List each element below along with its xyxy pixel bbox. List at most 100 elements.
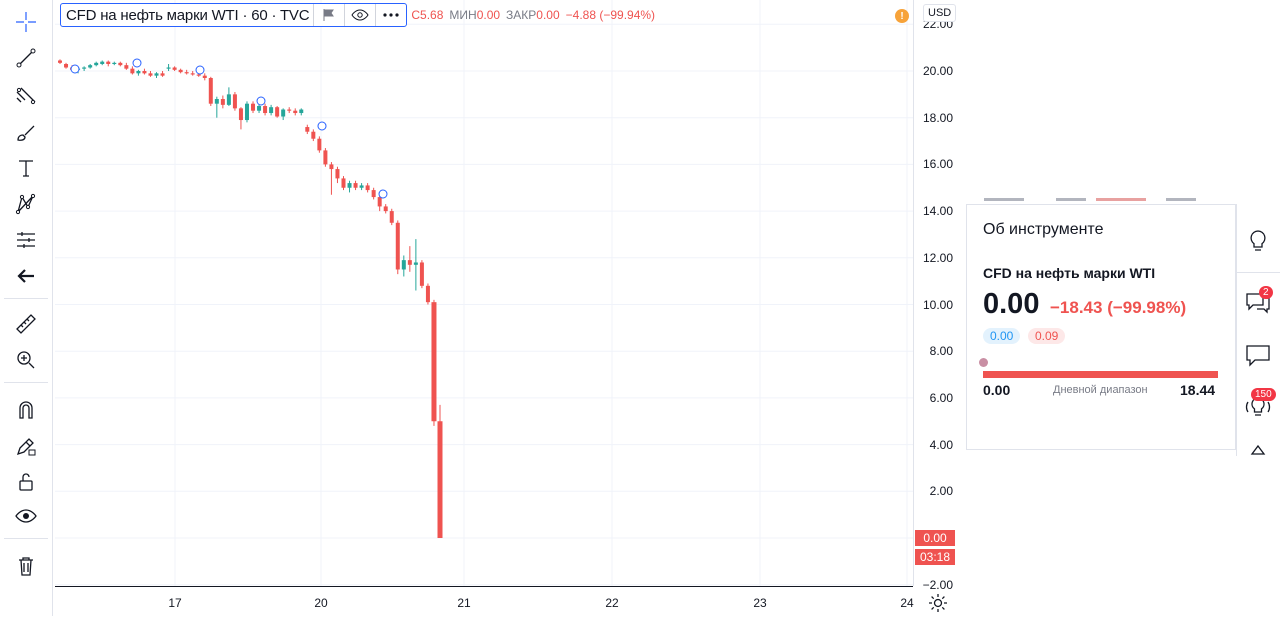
chart-legend: CFD на нефть марки WTI · 60 · TVC C5.68 … [60, 3, 655, 27]
candle-body [232, 94, 237, 109]
price-tick-label: 20.00 [922, 64, 953, 78]
candle-body [377, 197, 382, 207]
ohlc-low-label: МИН [449, 8, 477, 22]
crosshair-icon[interactable] [10, 6, 42, 38]
candle-body [106, 61, 111, 64]
candle-body [335, 169, 340, 179]
brush-icon[interactable] [10, 116, 42, 148]
candle-body [365, 185, 370, 191]
pattern-icon[interactable] [10, 188, 42, 220]
candle-body [112, 62, 117, 64]
ruler-icon[interactable] [10, 308, 42, 340]
chat-icon[interactable] [1243, 340, 1273, 370]
event-marker [317, 121, 327, 131]
visibility-eye-icon[interactable] [344, 4, 375, 26]
price-tick-label: 12.00 [922, 250, 953, 265]
time-tick-label: 17 [168, 596, 182, 610]
eye-icon[interactable] [10, 500, 42, 532]
magnet-icon[interactable] [10, 394, 42, 426]
time-axis[interactable]: 17 20 21 22 23 24 [55, 586, 914, 617]
back-arrow-icon[interactable] [10, 260, 42, 292]
ohlc-values: C5.68 МИН 0.00 ЗАКР 0.00 −4.88 (−99.94%) [411, 8, 655, 22]
candle-body [244, 103, 249, 121]
symbol-info-widget [966, 204, 1236, 450]
candle-body [64, 63, 69, 68]
ohlc-low-value: 0.00 [476, 8, 501, 22]
unlock-icon[interactable] [10, 466, 42, 498]
candle-body [407, 260, 412, 265]
candle-body [311, 131, 316, 139]
ohlc-close2-value: 0.00 [536, 8, 560, 22]
time-tick-label: 21 [457, 596, 471, 610]
fib-icon[interactable] [10, 80, 42, 112]
symbol-title[interactable]: CFD на нефть марки WTI · 60 · TVC [66, 6, 310, 24]
ohlc-close-value: C5.68 [411, 8, 444, 22]
candle-body [82, 67, 87, 69]
time-tick-label: 24 [900, 596, 914, 610]
candle-body [226, 94, 231, 105]
ideas-lightbulb-icon[interactable] [1243, 226, 1273, 256]
bid-badge: 0.00 [983, 328, 1021, 344]
notifications-icon[interactable] [1243, 442, 1273, 456]
price-tick-label: 8.00 [929, 344, 953, 359]
candle-body [317, 138, 322, 151]
candle-body [118, 62, 123, 66]
warning-icon[interactable]: ! [895, 9, 909, 23]
zoom-in-icon[interactable] [10, 344, 42, 376]
candle-body [281, 109, 286, 117]
candle-body [100, 61, 105, 64]
candle-body [425, 285, 430, 303]
flag-icon[interactable] [313, 4, 344, 26]
range-label: Дневной диапазон [1053, 384, 1148, 396]
info-widget-title[interactable]: Об инструменте [983, 221, 1104, 238]
candle-body [208, 78, 213, 104]
price-tick-label: −2.00 [922, 577, 953, 592]
info-price-change: −18.43 (−99.98%) [1050, 298, 1187, 317]
event-marker [195, 65, 205, 75]
lock-drawing-icon[interactable] [10, 430, 42, 462]
price-axis[interactable]: 22.00 20.00 18.00 16.00 14.00 12.00 10.00 8.00 6… [913, 0, 966, 592]
trash-icon[interactable] [10, 550, 42, 582]
more-options-icon[interactable] [375, 4, 406, 26]
candle-body [220, 99, 225, 105]
candle-body [341, 178, 346, 188]
candle-body [94, 62, 99, 66]
trendline-icon[interactable] [10, 42, 42, 74]
price-tick-label: 4.00 [929, 437, 953, 452]
candle-body [190, 73, 195, 75]
widget-bar: 2 150 [1236, 204, 1280, 456]
candle-body [299, 109, 304, 114]
ask-badge: 0.09 [1028, 328, 1066, 344]
settings-gear-icon[interactable] [927, 592, 949, 614]
watchlist-edge [966, 194, 1234, 204]
time-tick-label: 20 [314, 596, 328, 610]
bar-countdown-label: 03:18 [915, 549, 955, 565]
currency-label[interactable]: USD [923, 4, 957, 22]
candle-body [148, 73, 153, 76]
prediction-icon[interactable] [10, 224, 42, 256]
time-tick-label: 22 [605, 596, 619, 610]
chats-badge: 2 [1259, 286, 1273, 299]
text-icon[interactable] [10, 152, 42, 184]
last-price-label: 0.00 [915, 530, 955, 546]
candle-body [160, 73, 165, 76]
candle-body [88, 65, 93, 68]
info-symbol-name: CFD на нефть марки WTI [983, 265, 1156, 281]
price-chart[interactable] [55, 0, 913, 586]
range-low-value: 0.00 [983, 382, 1011, 398]
candle-body [419, 262, 424, 286]
streams-icon[interactable] [1243, 392, 1273, 422]
candle-body [431, 302, 437, 422]
candle-body [395, 222, 400, 270]
ohlc-change-value: −4.88 (−99.94%) [565, 8, 656, 22]
toolbar-divider [4, 298, 48, 299]
symbol-legend-box[interactable]: CFD на нефть марки WTI · 60 · TVC [60, 3, 408, 27]
candle-body [142, 71, 147, 74]
candle-body [184, 72, 189, 74]
price-tick-label: 6.00 [929, 390, 953, 405]
time-tick-label: 23 [753, 596, 767, 610]
range-high-value: 18.44 [1180, 382, 1216, 398]
candle-body [178, 69, 183, 73]
toolbar-divider [4, 382, 48, 383]
candle-body [389, 211, 394, 223]
